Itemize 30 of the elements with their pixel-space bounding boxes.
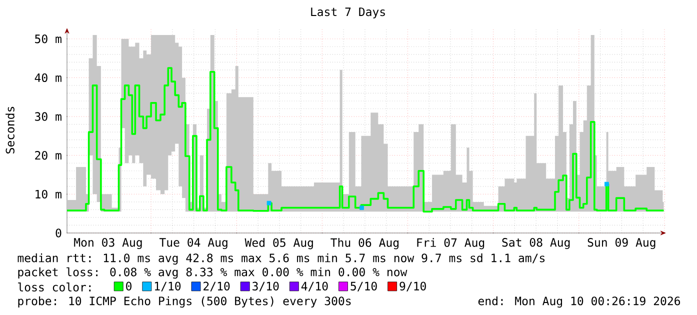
- point: [360, 206, 364, 210]
- legend-label: 0: [126, 282, 132, 290]
- legend-label: 5/10: [350, 282, 377, 292]
- text: probe: 10 ICMP Echo Pings (500 Bytes) every 300s: [18, 296, 351, 308]
- chart-title: Last 7 Days: [311, 8, 385, 18]
- legend-label: 3/10: [252, 282, 279, 292]
- legend-label: 4/10: [301, 282, 328, 292]
- x-tick-label: Fri 07 Aug: [417, 238, 484, 250]
- x-tick-label: Thu 06 Aug: [330, 238, 398, 250]
- text: packet loss: 0.08 % avg 8.33 % max 0.00 % min 0.00 % now: [18, 267, 408, 279]
- x-tick-label: Sun 09 Aug: [588, 238, 656, 250]
- y-tick-label: 30 m: [35, 112, 62, 121]
- y-axis-title: Seconds: [6, 106, 14, 154]
- x-tick-label: Sat 08 Aug: [502, 238, 570, 250]
- y-tick-label: 0: [56, 228, 62, 238]
- legend-title: loss color:: [18, 282, 91, 292]
- point: [604, 182, 609, 186]
- point: [266, 200, 272, 206]
- y-tick-label: 10 m: [36, 190, 62, 199]
- x-tick-label: Wed 05 Aug: [244, 238, 313, 250]
- y-tick-label: 40 m: [34, 73, 62, 82]
- y-tick-label: 50 m: [35, 34, 62, 44]
- x-tick-label: Mon 03 Aug: [74, 238, 142, 250]
- legend-label: 1/10: [154, 282, 181, 292]
- y-tick-label: 20 m: [35, 151, 62, 160]
- legend-label: 2/10: [204, 282, 230, 292]
- legend-label: 9/10: [400, 282, 426, 292]
- x-tick-label: Tue 04 Aug: [159, 238, 228, 250]
- text: end: Mon Aug 10 00:26:19 2026: [478, 296, 680, 308]
- text: median rtt: 11.0 ms avg 42.8 ms max 5.6 ms min 5.7 ms now 9.7 ms sd 1.1 am/s: [18, 253, 545, 265]
